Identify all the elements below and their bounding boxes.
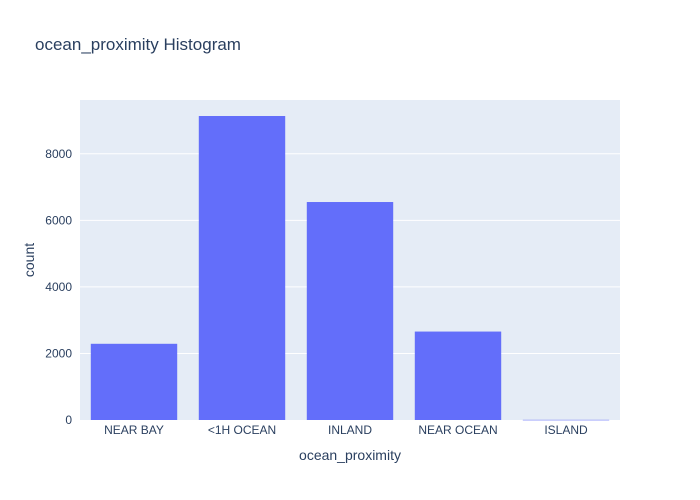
x-tick-label: <1H OCEAN <box>208 423 276 437</box>
y-tick-label: 2000 <box>45 346 72 360</box>
bar <box>414 331 502 420</box>
y-tick-label: 6000 <box>45 213 72 227</box>
x-axis-title: ocean_proximity <box>299 447 401 463</box>
x-tick-label: NEAR OCEAN <box>418 423 497 437</box>
chart-title: ocean_proximity Histogram <box>35 35 241 54</box>
x-tick-label: ISLAND <box>544 423 588 437</box>
bars <box>90 116 610 421</box>
x-axis-ticks: NEAR BAY <1H OCEAN INLAND NEAR OCEAN ISLAND <box>104 423 588 437</box>
y-tick-label: 0 <box>65 413 72 427</box>
y-tick-label: 4000 <box>45 280 72 294</box>
bar <box>306 202 394 420</box>
bar <box>90 343 178 420</box>
x-tick-label: NEAR BAY <box>104 423 164 437</box>
bar <box>198 116 286 420</box>
bar <box>522 419 610 421</box>
y-tick-label: 8000 <box>45 147 72 161</box>
y-axis-title: count <box>21 243 37 277</box>
x-tick-label: INLAND <box>328 423 372 437</box>
y-axis-ticks: 0 2000 4000 6000 8000 <box>45 147 72 427</box>
